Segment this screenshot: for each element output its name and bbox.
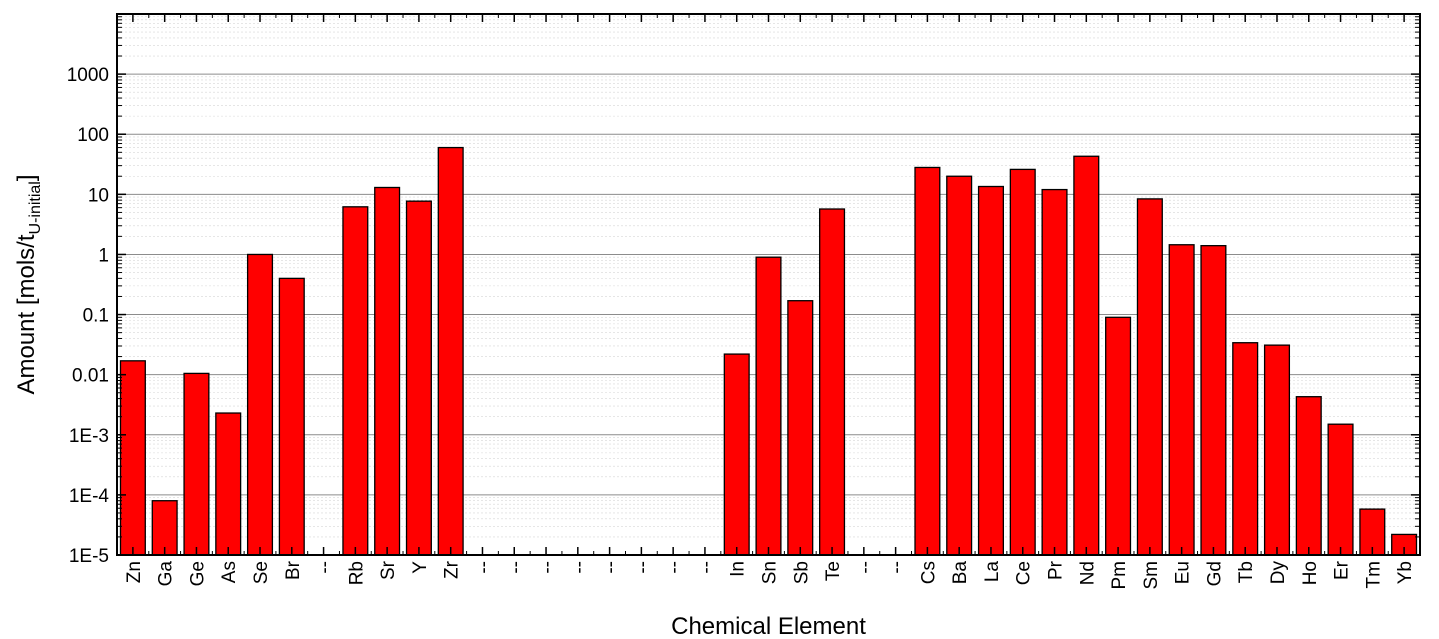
- x-tick-label: Br: [283, 560, 304, 580]
- bar-Ho: [1295, 396, 1322, 556]
- y-tick-label: 100: [77, 125, 109, 146]
- y-axis-title-main: Amount [mols/t: [13, 234, 40, 394]
- bar-Sm: [1136, 198, 1163, 556]
- x-tick-label: Zr: [442, 560, 463, 579]
- bar-In: [723, 353, 750, 556]
- bar-Zr: [437, 146, 464, 556]
- bar-Eu: [1168, 244, 1195, 556]
- bar-Gd: [1200, 245, 1227, 556]
- bar-Pr: [1041, 188, 1068, 556]
- bar-Rb: [342, 206, 369, 556]
- x-tick-label: Tm: [1363, 561, 1384, 588]
- x-tick-label: Tb: [1236, 561, 1257, 583]
- x-tick-label: Y: [410, 561, 431, 574]
- bar-Sn: [755, 256, 782, 556]
- y-axis-title-close: ]: [13, 174, 40, 181]
- x-tick-label: --: [569, 561, 590, 574]
- x-tick-label: --: [473, 561, 494, 574]
- x-tick-label: Eu: [1173, 561, 1194, 584]
- x-tick-label: Ga: [156, 561, 177, 587]
- bar-Ga: [151, 500, 178, 556]
- x-tick-label: Sn: [760, 561, 781, 584]
- x-tick-label: Ce: [1014, 561, 1035, 585]
- bar-Nd: [1073, 155, 1100, 556]
- x-tick-label: As: [219, 561, 240, 583]
- bar-Ce: [1009, 168, 1036, 556]
- x-tick-label: --: [537, 561, 558, 574]
- x-tick-label: --: [887, 561, 908, 574]
- x-axis-title: Chemical Element: [671, 613, 866, 639]
- x-tick-label: La: [982, 561, 1003, 583]
- bar-As: [215, 412, 242, 556]
- y-tick-label: 1E-4: [69, 486, 110, 507]
- x-tick-label: Nd: [1077, 561, 1098, 585]
- x-tick-label: Yb: [1395, 561, 1416, 584]
- x-tick-label: Ho: [1300, 561, 1321, 585]
- bar-Sb: [787, 300, 814, 556]
- x-tick-label: Pr: [1046, 560, 1067, 580]
- x-tick-label: Gd: [1204, 561, 1225, 586]
- bars: [119, 146, 1418, 556]
- y-tick-label: 1E-5: [69, 546, 109, 567]
- bar-Cs: [914, 166, 941, 556]
- bar-Dy: [1263, 344, 1291, 556]
- x-tick-label: Pm: [1109, 561, 1130, 590]
- x-tick-label: --: [315, 561, 336, 574]
- x-tick-label: Sm: [1141, 561, 1162, 590]
- x-tick-label: --: [664, 561, 685, 574]
- x-tick-label: Ge: [187, 561, 208, 586]
- bar-Pm: [1105, 316, 1132, 556]
- x-tick-label: Cs: [918, 561, 939, 584]
- y-tick-label: 1: [98, 245, 109, 266]
- x-tick-label: --: [632, 561, 653, 574]
- x-tick-label: Zn: [124, 561, 145, 583]
- y-axis-title: Amount [mols/tU-initial]: [13, 174, 44, 394]
- x-tick-label: Se: [251, 561, 272, 584]
- x-tick-label: --: [855, 561, 876, 574]
- bar-Te: [819, 208, 846, 556]
- x-tick-label: Te: [823, 561, 844, 581]
- y-tick-label: 1000: [67, 65, 109, 86]
- bar-Br: [278, 277, 305, 556]
- x-tick-label: Rb: [346, 561, 367, 585]
- bar-Zn: [119, 360, 146, 556]
- bar-Se: [246, 253, 274, 556]
- x-tick-label: --: [601, 561, 622, 574]
- y-tick-label: 1E-3: [69, 426, 109, 447]
- y-tick-label: 0.1: [83, 306, 109, 327]
- x-tick-label: Sr: [378, 560, 399, 580]
- bar-Ge: [183, 372, 210, 556]
- bar-Y: [405, 200, 432, 556]
- x-tick-label: In: [728, 561, 749, 577]
- x-tick-label: Er: [1332, 560, 1353, 580]
- bar-Sr: [374, 186, 401, 556]
- x-tick-label: Sb: [791, 561, 812, 584]
- axis-ticks: [116, 14, 1421, 556]
- x-tick-label: --: [505, 561, 526, 574]
- bar-Er: [1327, 423, 1354, 556]
- x-tick-label: --: [696, 561, 717, 574]
- bar-Ba: [946, 175, 973, 556]
- y-tick-label: 10: [88, 185, 109, 206]
- bar-Tb: [1232, 342, 1259, 556]
- x-tick-label: Dy: [1268, 561, 1289, 585]
- x-tick-label: Ba: [950, 561, 971, 585]
- bar-La: [977, 185, 1005, 556]
- y-tick-label: 0.01: [72, 366, 109, 387]
- y-axis-title-subscript: U-initial: [27, 181, 44, 234]
- tick-labels: 1E-5 1E-4 1E-3 0.01 0.1 1 10 100 1000 Zn Ga Ge As Se B…: [67, 65, 1416, 589]
